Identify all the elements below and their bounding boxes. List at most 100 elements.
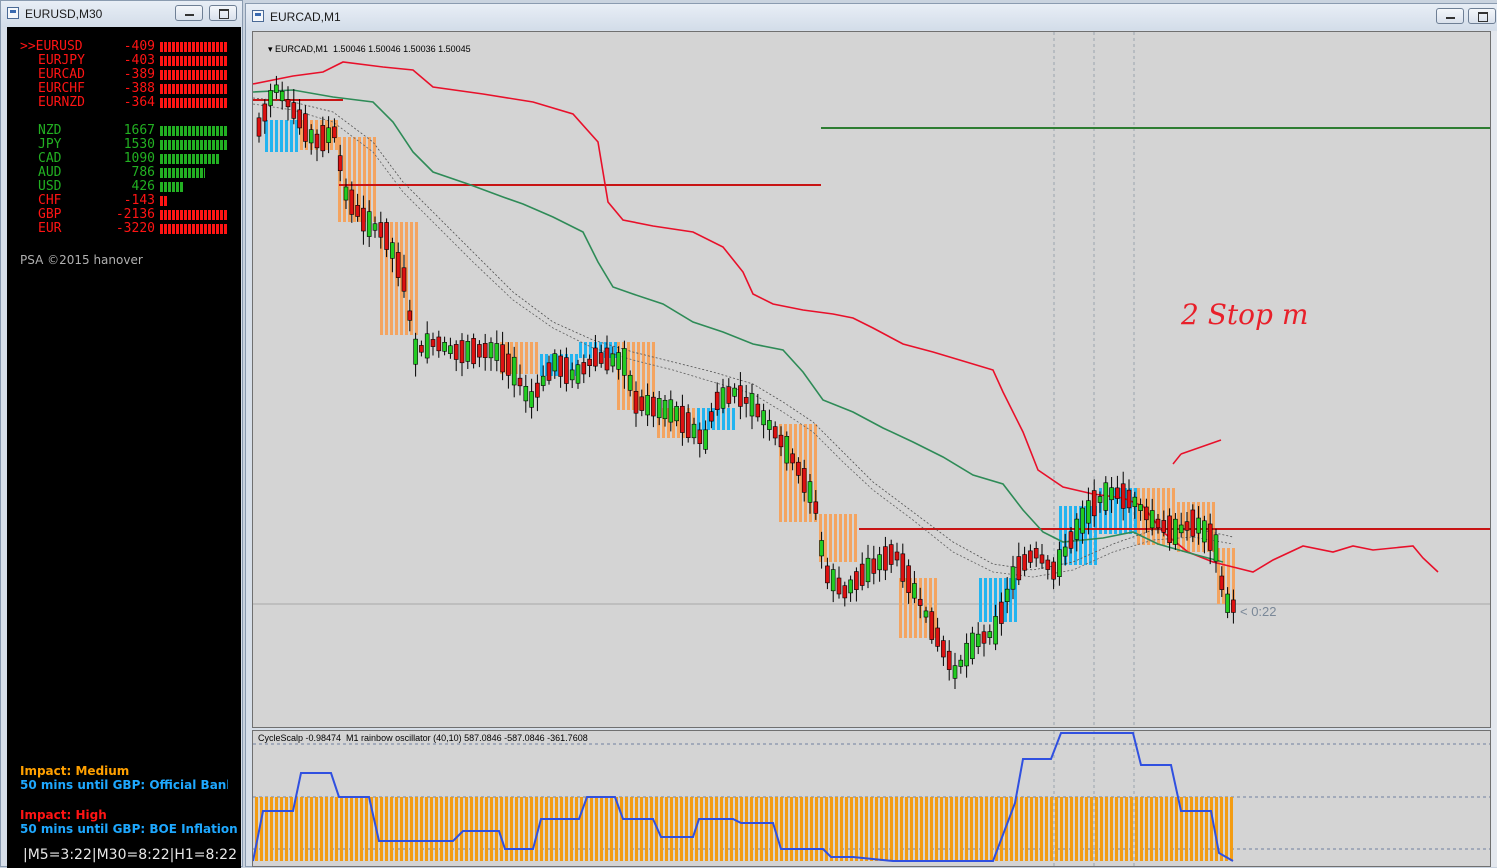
signal-band: [934, 578, 937, 638]
signal-band: [353, 137, 356, 222]
candle-body: [1231, 599, 1236, 613]
signal-band: [380, 222, 383, 335]
candle-body: [575, 364, 581, 384]
candle-body: [378, 222, 384, 238]
candle-body: [598, 352, 604, 364]
signal-band: [1134, 488, 1137, 534]
candle-body: [633, 390, 639, 414]
signal-band: [348, 137, 351, 222]
signal-band: [1119, 488, 1122, 534]
signal-band: [914, 578, 917, 638]
osc-bar: [650, 797, 653, 861]
currencies-label: NZD: [38, 123, 62, 138]
osc-bar: [835, 797, 838, 861]
candle-body: [778, 434, 784, 448]
oscillator-panel[interactable]: CycleScalp -0.98474 M1 rainbow oscillato…: [252, 730, 1491, 867]
osc-bar: [810, 797, 813, 861]
minimize-icon[interactable]: [1436, 8, 1464, 24]
candle-body: [558, 355, 563, 377]
osc-bar: [1080, 797, 1083, 861]
osc-bar: [570, 797, 573, 861]
candle-body: [801, 468, 807, 493]
osc-bar: [555, 797, 558, 861]
candle-body: [871, 558, 877, 574]
osc-bar: [640, 797, 643, 861]
osc-bar: [485, 797, 488, 861]
osc-bar: [740, 797, 743, 861]
candle-body: [274, 84, 279, 93]
price-chart[interactable]: ▾ EURCAD,M1 1.50046 1.50046 1.50036 1.50…: [252, 31, 1491, 728]
osc-bar: [605, 797, 608, 861]
main-window-titlebar[interactable]: EURCAD,M1: [246, 4, 1497, 30]
signal-band: [794, 424, 797, 522]
osc-bar: [730, 797, 733, 861]
osc-bar: [475, 797, 478, 861]
handwritten-annotation: 2 Stop m: [1181, 298, 1309, 331]
osc-bar: [790, 797, 793, 861]
candle-body: [668, 399, 674, 423]
candle-body: [622, 348, 627, 376]
candle-body: [1190, 509, 1196, 537]
osc-bar: [1055, 797, 1058, 861]
signal-band: [405, 222, 408, 335]
candle-body: [471, 338, 476, 365]
osc-bar: [845, 797, 848, 861]
red-envelope-line: [253, 61, 1439, 573]
oscillator-canvas[interactable]: [253, 731, 1490, 866]
currencies-value: -143: [123, 193, 155, 208]
osc-bar: [545, 797, 548, 861]
candle-body: [1057, 549, 1062, 577]
osc-bar: [725, 797, 728, 861]
signal-band: [390, 222, 393, 335]
maximize-icon[interactable]: [209, 5, 237, 21]
osc-bar: [295, 797, 298, 861]
strength-bar: [160, 126, 228, 136]
osc-bar: [585, 797, 588, 861]
minimize-icon[interactable]: [175, 5, 203, 21]
currencies-label: CAD: [38, 151, 62, 166]
candle-body: [772, 426, 778, 439]
candle-body: [946, 650, 952, 670]
left-chart-window[interactable]: EURUSD,M30 >>EURUSD -409 EURJPY -403 EURCAD -…: [0, 0, 243, 868]
price-scale[interactable]: [1491, 31, 1497, 867]
signal-band: [647, 342, 650, 410]
candle-body: [987, 631, 993, 638]
osc-bar: [300, 797, 303, 861]
osc-bar: [630, 797, 633, 861]
osc-bar: [255, 797, 258, 861]
dropdown-arrow-icon[interactable]: ▾: [268, 44, 276, 54]
osc-bar: [880, 797, 883, 861]
signal-band: [363, 137, 366, 222]
signal-band: [727, 408, 730, 430]
candle-body: [703, 429, 708, 450]
osc-bar: [1150, 797, 1153, 861]
price-chart-canvas[interactable]: [253, 32, 1490, 727]
candle-body: [616, 352, 621, 370]
osc-bar: [500, 797, 503, 861]
signal-band: [338, 137, 341, 222]
signal-band: [1014, 578, 1017, 622]
signal-band: [999, 578, 1002, 622]
candle-body: [1028, 550, 1033, 563]
osc-bar: [1175, 797, 1178, 861]
handwritten-checkmark: [1172, 439, 1222, 465]
osc-bar: [1160, 797, 1163, 861]
osc-bar: [980, 797, 983, 861]
signal-band: [732, 408, 735, 430]
osc-bar: [960, 797, 963, 861]
candle-body: [1022, 554, 1027, 571]
left-window-titlebar[interactable]: EURUSD,M30: [1, 1, 242, 27]
signal-band: [667, 408, 670, 438]
osc-bar: [305, 797, 308, 861]
osc-bar: [1140, 797, 1143, 861]
candle-body: [361, 207, 366, 232]
currencies-label: GBP: [38, 207, 62, 222]
candle-body: [517, 377, 523, 387]
osc-bar: [470, 797, 473, 861]
currencies-label: USD: [38, 179, 62, 194]
currencies-label: AUD: [38, 165, 62, 180]
osc-bar: [495, 797, 498, 861]
maximize-icon[interactable]: [1468, 8, 1496, 24]
signal-band: [662, 408, 665, 438]
candle-body: [337, 155, 343, 172]
